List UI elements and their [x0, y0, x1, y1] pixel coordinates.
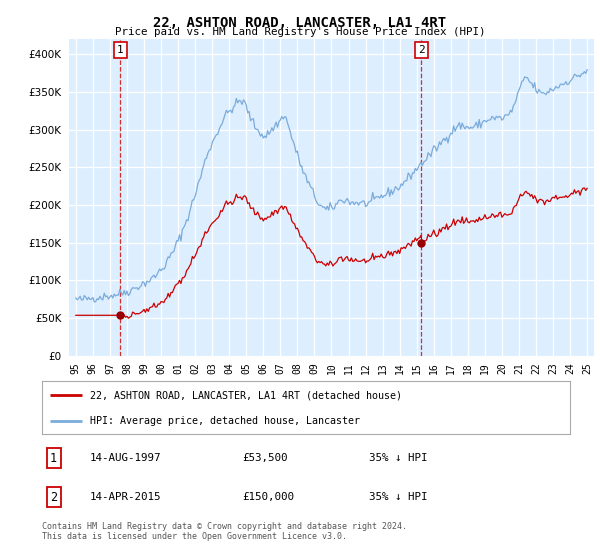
Text: 2: 2 — [418, 45, 425, 55]
Text: 35% ↓ HPI: 35% ↓ HPI — [370, 492, 428, 502]
Text: Contains HM Land Registry data © Crown copyright and database right 2024.
This d: Contains HM Land Registry data © Crown c… — [42, 522, 407, 542]
Text: 1: 1 — [50, 451, 57, 465]
Text: 35% ↓ HPI: 35% ↓ HPI — [370, 453, 428, 463]
Text: £150,000: £150,000 — [242, 492, 295, 502]
Text: 22, ASHTON ROAD, LANCASTER, LA1 4RT (detached house): 22, ASHTON ROAD, LANCASTER, LA1 4RT (det… — [89, 390, 401, 400]
Text: HPI: Average price, detached house, Lancaster: HPI: Average price, detached house, Lanc… — [89, 416, 359, 426]
Text: £53,500: £53,500 — [242, 453, 288, 463]
Text: 2: 2 — [50, 491, 57, 504]
Text: Price paid vs. HM Land Registry's House Price Index (HPI): Price paid vs. HM Land Registry's House … — [115, 27, 485, 37]
Text: 1: 1 — [117, 45, 124, 55]
Text: 22, ASHTON ROAD, LANCASTER, LA1 4RT: 22, ASHTON ROAD, LANCASTER, LA1 4RT — [154, 16, 446, 30]
Text: 14-APR-2015: 14-APR-2015 — [89, 492, 161, 502]
Text: 14-AUG-1997: 14-AUG-1997 — [89, 453, 161, 463]
